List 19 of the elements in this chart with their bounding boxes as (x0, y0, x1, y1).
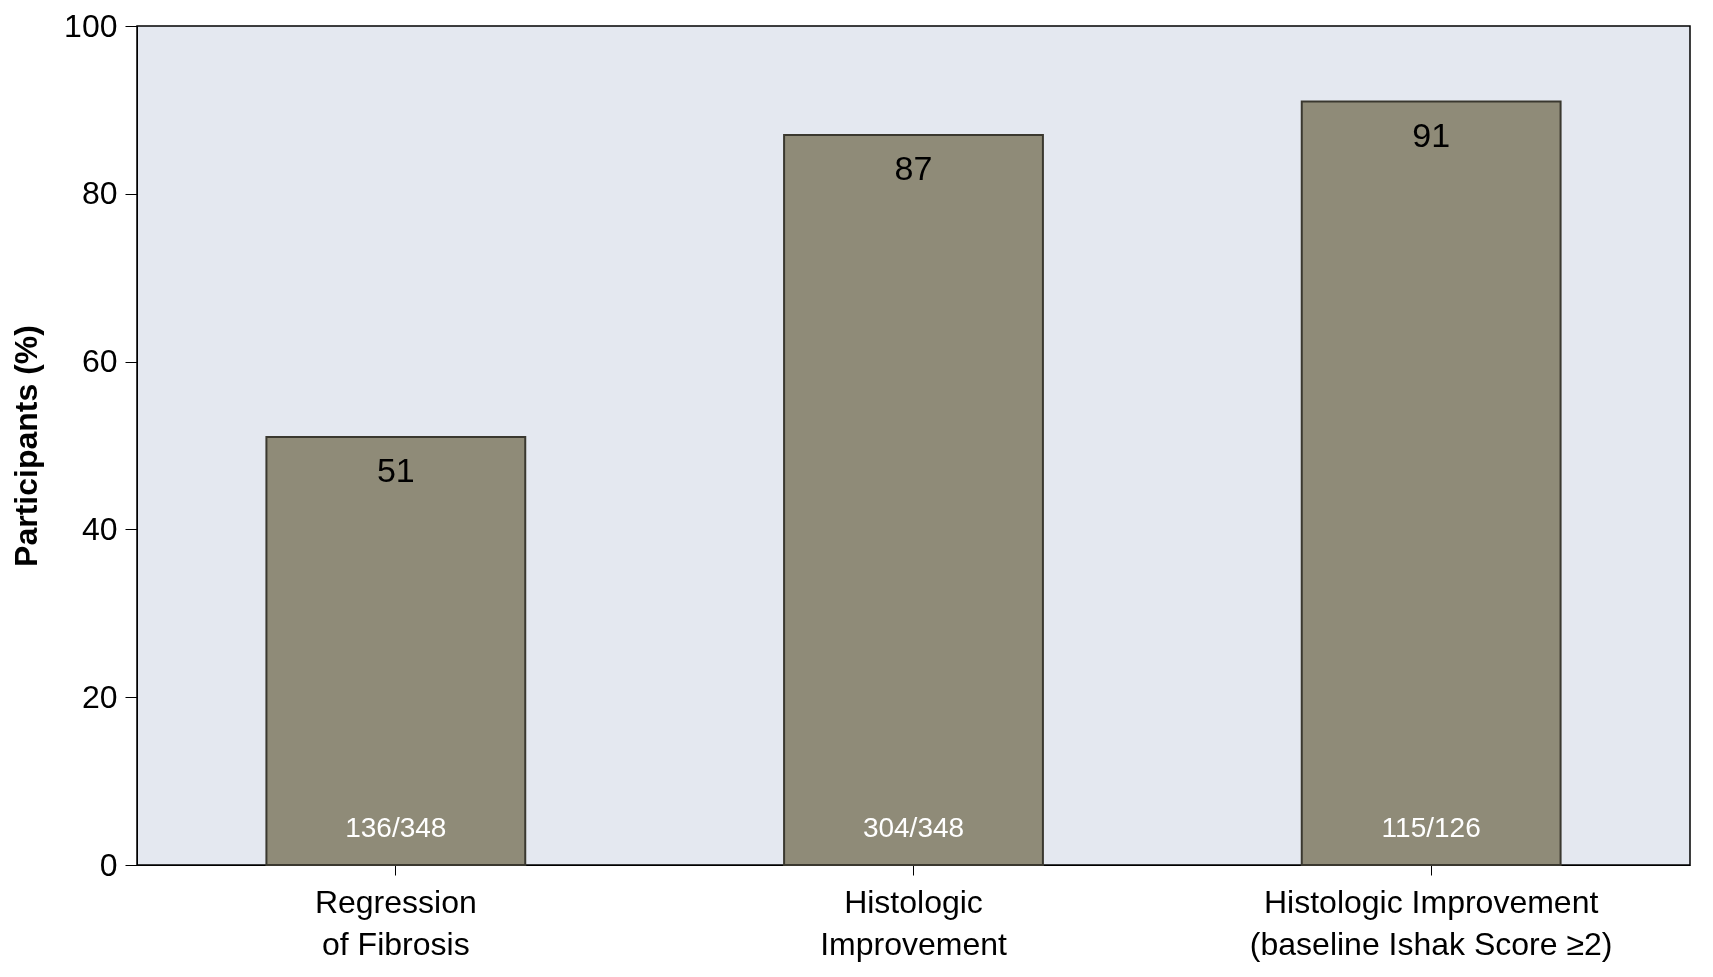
y-tick-label: 20 (81, 678, 118, 715)
y-tick-label: 100 (64, 7, 118, 44)
x-tick-label: Histologic Improvement (820, 883, 1007, 962)
x-tick-label: Regression of Fibrosis (314, 883, 477, 962)
y-tick-label: 40 (81, 510, 118, 547)
annotation: 115/126 (1381, 812, 1481, 843)
bar (1300, 100, 1562, 866)
y-tick-label: 0 (99, 846, 118, 883)
annotation: 304/348 (862, 812, 965, 843)
data-label: 91 (1412, 115, 1451, 154)
y-axis-title: Participants (%) (8, 325, 45, 567)
bar (783, 134, 1044, 866)
data-label: 51 (376, 451, 415, 490)
x-tick-label: Histologic Improvement (baseline Ishak Score ≥2) (1249, 883, 1613, 962)
bar (265, 436, 527, 866)
annotation: 136/348 (345, 812, 447, 843)
y-tick-label: 80 (81, 175, 118, 212)
y-tick-label: 60 (81, 343, 118, 380)
data-label: 87 (894, 149, 933, 188)
